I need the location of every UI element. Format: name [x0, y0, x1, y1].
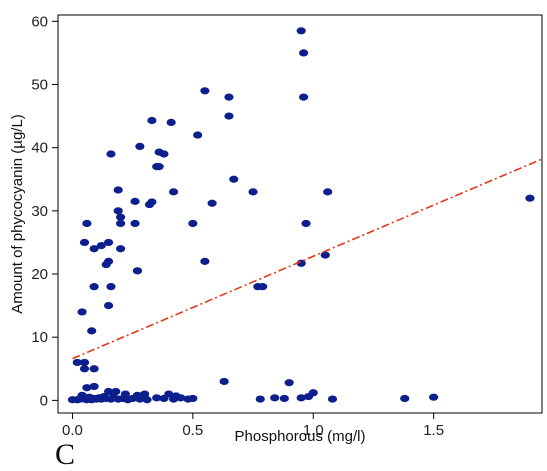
data-point — [128, 394, 138, 403]
data-point — [103, 257, 114, 265]
data-point — [130, 197, 140, 205]
data-point — [87, 327, 97, 335]
data-point — [130, 219, 140, 228]
data-point — [296, 259, 306, 267]
data-point — [299, 93, 309, 101]
data-point — [82, 219, 92, 228]
data-point — [147, 198, 157, 206]
data-point — [320, 251, 330, 259]
data-point — [200, 257, 210, 265]
data-point — [79, 365, 90, 373]
data-point — [79, 238, 90, 247]
data-point — [255, 395, 265, 403]
data-point — [135, 395, 145, 403]
data-point — [258, 283, 268, 291]
data-point — [113, 207, 123, 215]
data-point — [168, 188, 179, 196]
data-point — [96, 241, 106, 250]
data-point — [140, 390, 150, 398]
data-point — [106, 283, 116, 291]
data-point — [111, 387, 121, 396]
y-tick-label: 30 — [31, 203, 48, 220]
y-tick-label: 40 — [31, 140, 48, 157]
data-point — [142, 396, 152, 404]
data-point — [103, 238, 114, 247]
data-point — [323, 188, 333, 196]
data-point — [284, 379, 294, 387]
data-point — [166, 118, 176, 126]
data-point — [219, 377, 229, 386]
data-point — [77, 308, 87, 316]
data-point — [193, 131, 203, 139]
data-point — [72, 358, 82, 367]
data-point — [207, 199, 217, 207]
x-tick-label: 1.0 — [303, 422, 324, 439]
y-axis-title: Amount of phycocyanin (µg/L) — [9, 114, 26, 314]
data-point — [159, 150, 169, 158]
y-axis: 0 10 20 30 40 50 60 — [31, 13, 58, 409]
y-tick-label: 60 — [31, 13, 48, 30]
y-tick-label: 20 — [31, 266, 48, 283]
data-points — [67, 27, 535, 404]
data-point — [154, 163, 164, 171]
trend-line — [72, 158, 543, 360]
data-point — [103, 302, 114, 310]
data-point — [248, 188, 258, 196]
data-point — [103, 387, 114, 396]
data-point — [116, 245, 126, 253]
data-point — [159, 394, 169, 403]
y-tick-label: 10 — [31, 329, 48, 346]
x-axis-title: Phosphorous (mg/l) — [235, 428, 366, 445]
data-point — [296, 394, 306, 402]
data-point — [303, 392, 314, 401]
data-point — [89, 365, 99, 373]
data-point — [176, 394, 186, 402]
data-point — [224, 112, 234, 120]
data-point — [525, 194, 535, 202]
data-point — [152, 394, 162, 402]
data-point — [113, 186, 123, 194]
data-point — [89, 283, 99, 291]
data-point — [296, 27, 306, 35]
data-point — [116, 219, 126, 228]
y-tick-label: 50 — [31, 76, 48, 93]
data-point — [270, 394, 280, 402]
data-point — [132, 267, 143, 275]
data-point — [147, 116, 157, 125]
x-tick-label: 0.0 — [62, 422, 83, 439]
data-point — [79, 358, 90, 367]
data-point — [224, 93, 234, 101]
data-point — [188, 394, 198, 403]
data-point — [116, 213, 126, 221]
data-point — [168, 395, 179, 403]
data-point — [135, 142, 145, 151]
data-point — [299, 49, 309, 57]
data-point — [229, 175, 239, 183]
x-tick-label: 1.5 — [423, 422, 444, 439]
data-point — [106, 150, 116, 158]
data-point — [279, 394, 289, 403]
y-tick-label: 0 — [40, 392, 48, 409]
data-point — [429, 393, 439, 401]
data-point — [301, 219, 311, 228]
data-point — [400, 394, 410, 403]
x-axis: 0.0 0.5 1.0 1.5 — [62, 413, 444, 439]
plot-frame — [57, 14, 543, 414]
data-point — [327, 395, 338, 403]
x-tick-label: 0.5 — [182, 422, 203, 439]
panel-letter: C — [55, 438, 76, 471]
data-point — [200, 87, 210, 95]
data-point — [89, 382, 99, 391]
data-point — [89, 245, 99, 253]
data-point — [82, 384, 92, 392]
data-point — [188, 219, 198, 228]
